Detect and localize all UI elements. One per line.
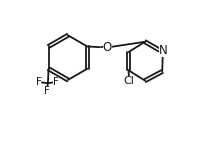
Text: F: F	[53, 77, 59, 87]
Text: F: F	[35, 77, 41, 87]
Text: O: O	[102, 41, 112, 54]
Text: N: N	[159, 44, 167, 57]
Text: F: F	[44, 86, 50, 96]
Text: Cl: Cl	[123, 76, 134, 86]
